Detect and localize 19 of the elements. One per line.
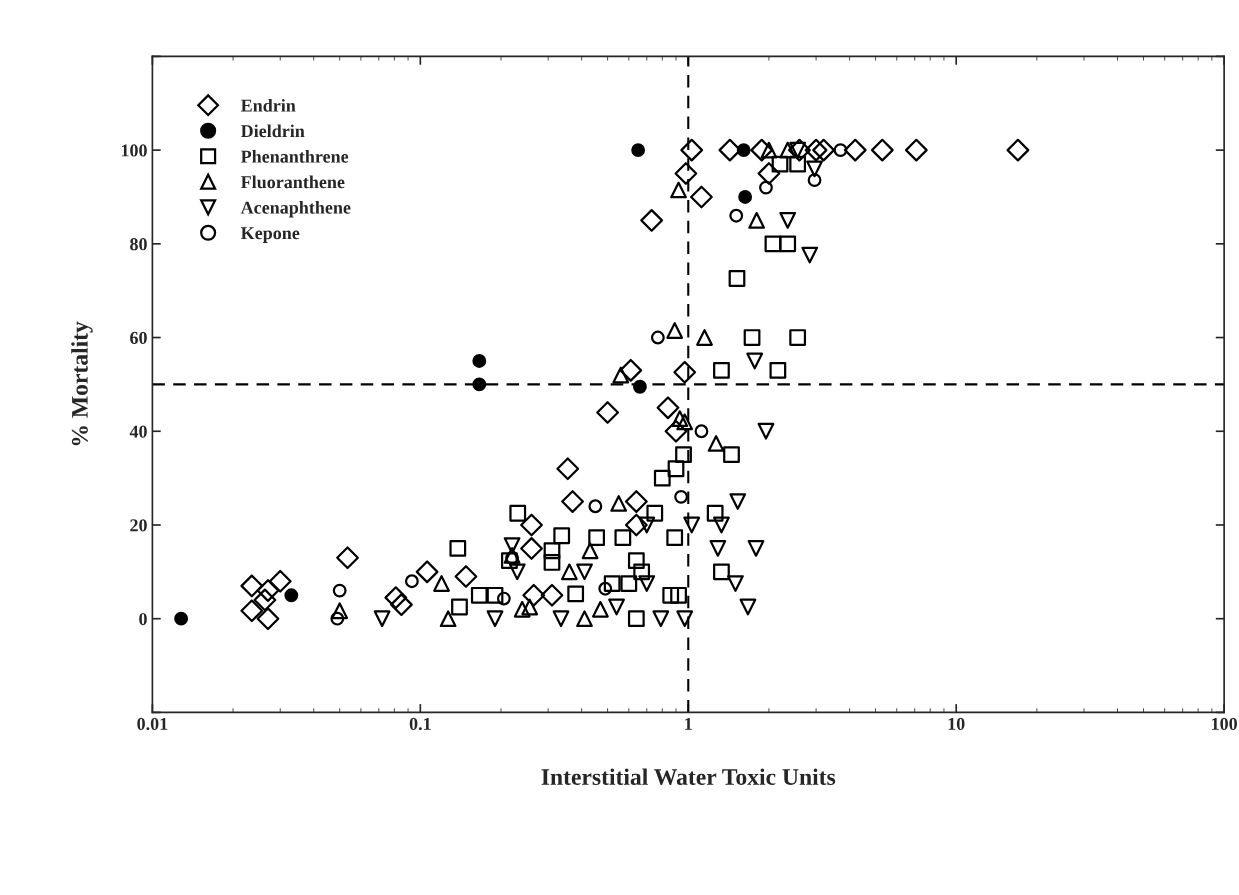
legend-label: Acenaphthene xyxy=(240,201,351,218)
y-tick-label: 0 xyxy=(139,612,147,626)
y-tick-label: 40 xyxy=(129,425,147,438)
legend-label: Kepone xyxy=(240,227,300,243)
x-tick-label: 100 xyxy=(1212,717,1237,730)
x-tick-label: 0.1 xyxy=(409,717,431,731)
x-axis-title: Interstitial Water Toxic Units xyxy=(541,768,836,786)
legend-label: Endrin xyxy=(240,98,296,112)
y-tick-label: 20 xyxy=(130,519,147,532)
legend-label: Dieldrin xyxy=(240,124,305,138)
y-axis-title: % Mortality xyxy=(71,321,93,446)
legend-label: Fluoranthene xyxy=(240,175,345,189)
x-tick-label: 10 xyxy=(948,717,965,730)
y-tick-label: 100 xyxy=(121,144,147,157)
y-tick-label: 80 xyxy=(130,238,147,251)
legend-label: Phenanthrene xyxy=(240,150,349,163)
x-tick-label: 0.01 xyxy=(137,717,168,731)
x-tick-label: 1 xyxy=(685,717,692,730)
y-tick-label: 60 xyxy=(130,331,147,344)
